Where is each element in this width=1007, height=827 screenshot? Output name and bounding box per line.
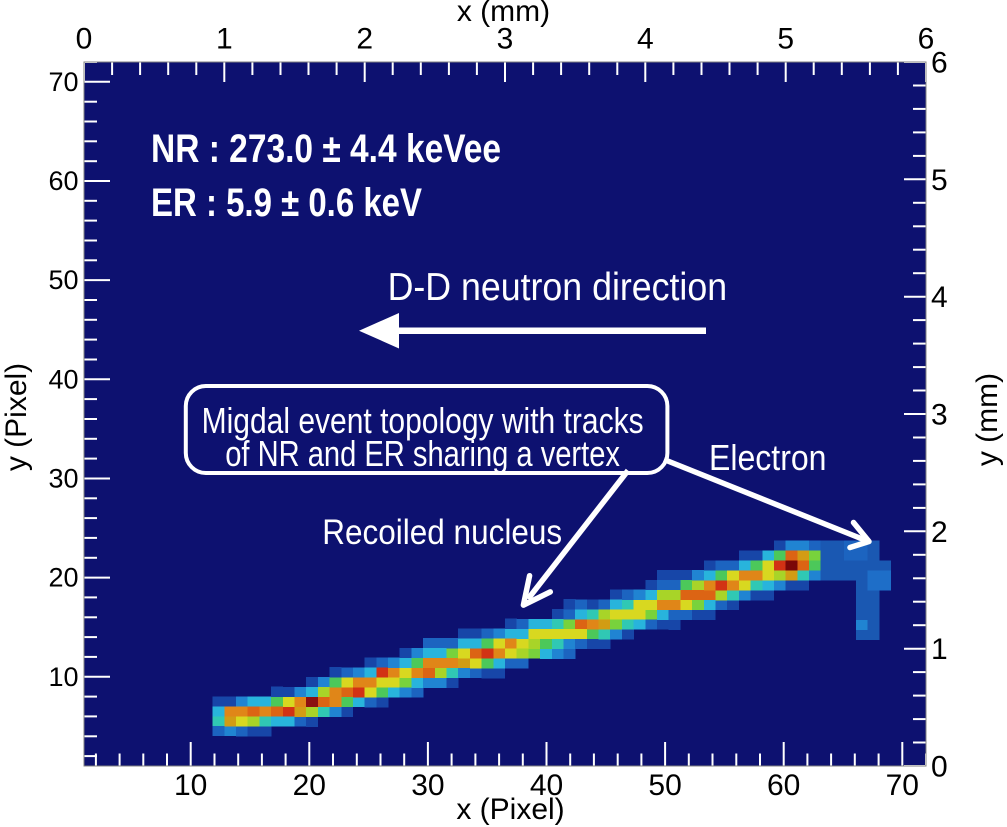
svg-text:30: 30 [48,464,78,494]
svg-text:40: 40 [530,769,563,802]
svg-text:ER : 5.9 ± 0.6 keV: ER : 5.9 ± 0.6 keV [151,181,422,225]
svg-text:6: 6 [918,23,935,56]
svg-text:1: 1 [931,633,948,666]
svg-text:50: 50 [48,265,78,295]
svg-text:D-D neutron direction: D-D neutron direction [388,266,727,309]
svg-text:50: 50 [648,769,681,802]
svg-text:20: 20 [293,769,326,802]
svg-text:2: 2 [356,23,373,56]
svg-text:0: 0 [931,751,948,784]
svg-text:Migdal event topology with tra: Migdal event topology with tracks [202,400,644,441]
svg-text:x (Pixel): x (Pixel) [456,793,564,826]
svg-text:NR : 273.0 ± 4.4 keVee: NR : 273.0 ± 4.4 keVee [151,127,501,171]
svg-text:4: 4 [931,281,948,314]
svg-text:3: 3 [931,399,948,432]
svg-text:Recoiled nucleus: Recoiled nucleus [322,513,562,552]
svg-text:2: 2 [931,516,948,549]
svg-text:of NR and ER sharing a vertex: of NR and ER sharing a vertex [225,433,620,474]
svg-text:40: 40 [48,364,78,394]
svg-text:60: 60 [48,166,78,196]
svg-text:3: 3 [497,23,514,56]
svg-text:30: 30 [411,769,444,802]
svg-text:60: 60 [767,769,800,802]
svg-text:5: 5 [931,164,948,197]
svg-text:6: 6 [931,47,948,80]
svg-text:y (Pixel): y (Pixel) [0,363,33,471]
svg-text:1: 1 [216,23,233,56]
svg-text:10: 10 [174,769,207,802]
svg-text:5: 5 [777,23,794,56]
svg-text:0: 0 [76,23,93,56]
svg-text:10: 10 [48,662,78,692]
svg-text:4: 4 [637,23,654,56]
svg-text:Electron: Electron [709,437,827,478]
svg-text:70: 70 [48,67,78,97]
svg-text:70: 70 [886,769,919,802]
svg-text:x (mm): x (mm) [457,0,550,28]
svg-text:20: 20 [48,563,78,593]
svg-text:y (mm): y (mm) [971,373,1004,466]
